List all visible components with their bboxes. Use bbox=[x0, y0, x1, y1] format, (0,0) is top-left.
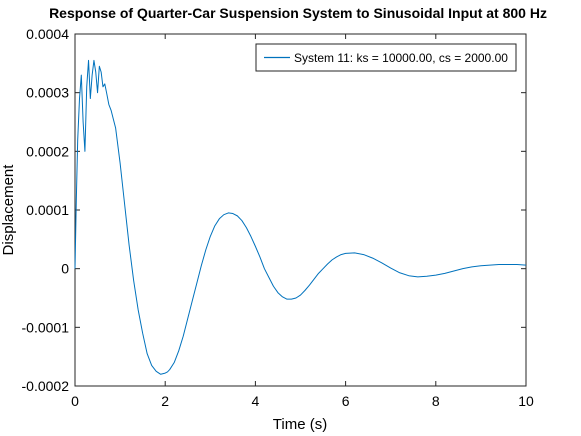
y-tick-label: 0 bbox=[61, 261, 69, 277]
series-group bbox=[74, 59, 527, 375]
x-tick-label: 2 bbox=[161, 393, 169, 409]
plot-area bbox=[74, 33, 527, 387]
chart-title: Response of Quarter-Car Suspension Syste… bbox=[49, 5, 547, 21]
x-axis: 0 2 4 6 8 10 bbox=[71, 34, 534, 409]
y-tick-label: 0.0004 bbox=[26, 26, 69, 42]
x-tick-label: 10 bbox=[518, 393, 534, 409]
y-tick-label: 0.0003 bbox=[26, 85, 69, 101]
x-tick-label: 4 bbox=[252, 393, 260, 409]
y-axis: -0.0002 -0.0001 0 0.0001 0.0002 0.0003 0.0004 bbox=[22, 26, 526, 394]
series-line bbox=[74, 59, 527, 375]
y-axis-title: Displacement bbox=[0, 164, 17, 256]
x-axis-title: Time (s) bbox=[273, 416, 327, 433]
x-tick-label: 8 bbox=[432, 393, 440, 409]
y-tick-label: -0.0001 bbox=[22, 319, 70, 335]
legend-box bbox=[255, 43, 517, 72]
legend-entry-label: System 11: ks = 10000.00, cs = 2000.00 bbox=[294, 51, 508, 65]
x-tick-label: 0 bbox=[71, 393, 79, 409]
y-tick-label: 0.0001 bbox=[26, 202, 69, 218]
y-tick-label: 0.0002 bbox=[26, 143, 69, 159]
y-tick-label: -0.0002 bbox=[22, 378, 70, 394]
legend: System 11: ks = 10000.00, cs = 2000.00 bbox=[255, 43, 517, 72]
x-tick-label: 6 bbox=[342, 393, 350, 409]
